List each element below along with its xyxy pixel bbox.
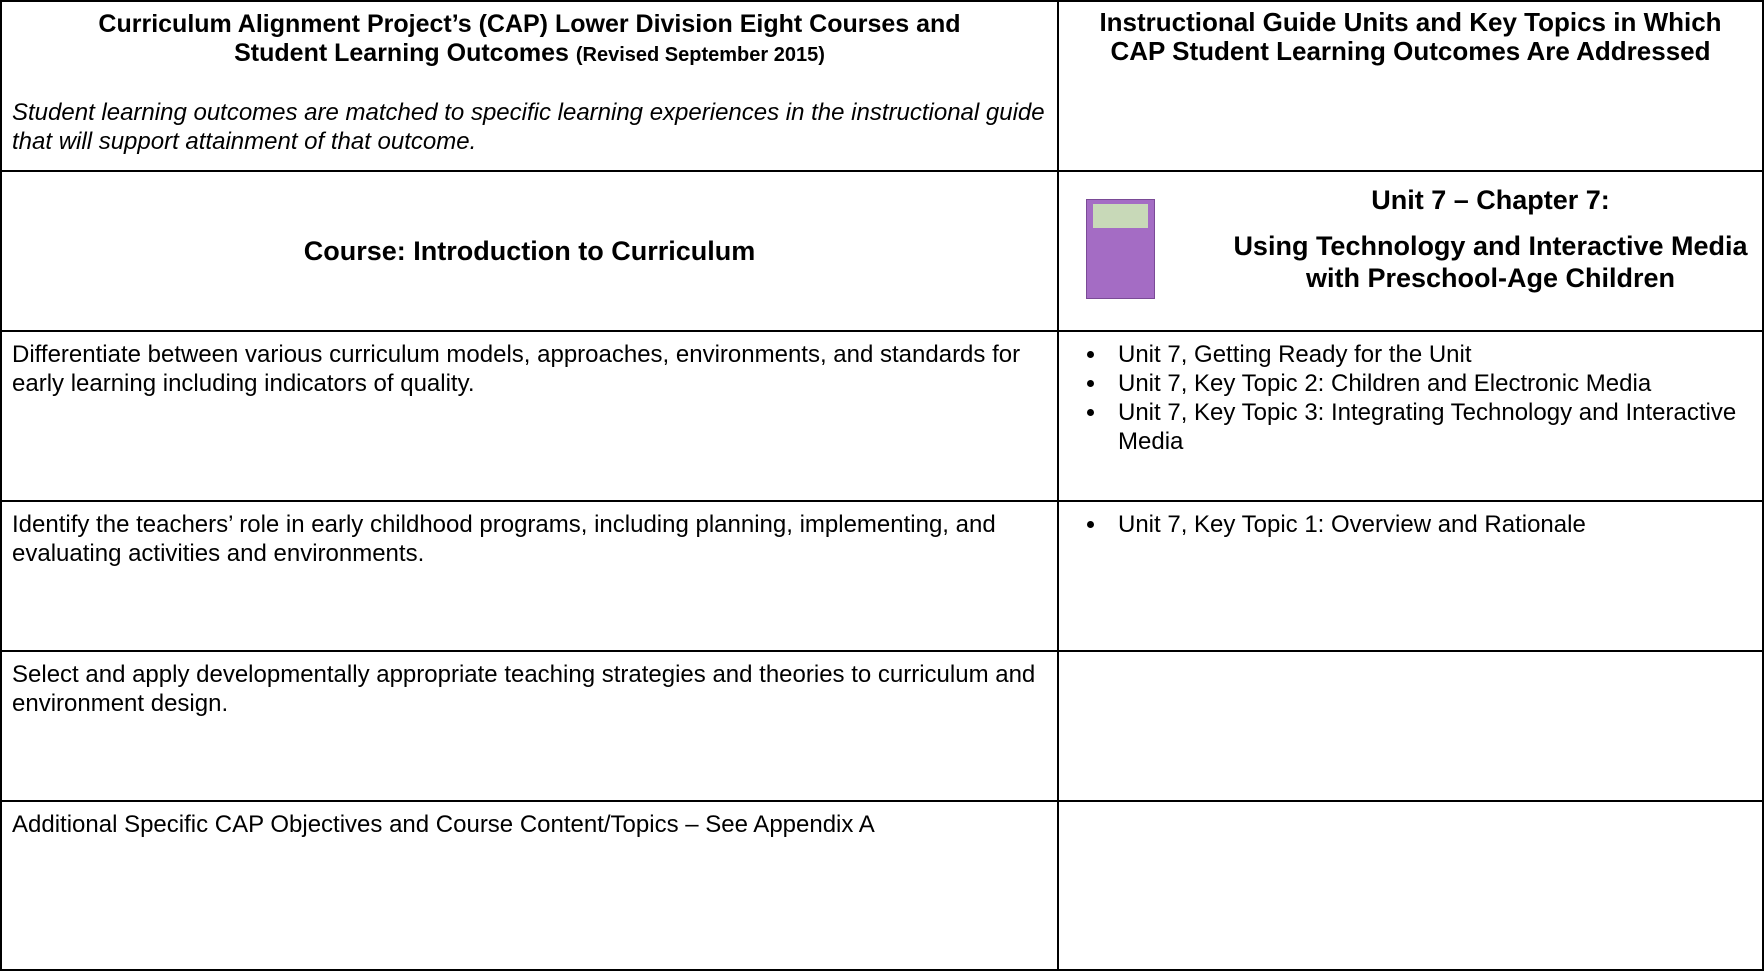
topic-list: Unit 7, Key Topic 1: Overview and Ration… <box>1073 510 1752 539</box>
cover-photo <box>1093 204 1148 228</box>
header-title: Curriculum Alignment Project’s (CAP) Low… <box>98 10 961 67</box>
outcome-row: Additional Specific CAP Objectives and C… <box>0 800 1764 971</box>
chapter-title: Using Technology and Interactive Media w… <box>1233 231 1748 293</box>
topics-cell: Unit 7, Key Topic 1: Overview and Ration… <box>1057 500 1764 652</box>
topic-list: Unit 7, Getting Ready for the UnitUnit 7… <box>1073 340 1752 456</box>
header-right: Instructional Guide Units and Key Topics… <box>1057 0 1764 172</box>
outcome-row: Differentiate between various curriculum… <box>0 330 1764 502</box>
topics-cell <box>1057 650 1764 802</box>
outcome: Differentiate between various curriculum… <box>0 330 1059 502</box>
unit-cell: Unit 7 – Chapter 7: Using Technology and… <box>1057 170 1764 332</box>
topics-cell <box>1057 800 1764 971</box>
course-label: Course: Introduction to Curriculum <box>0 170 1059 332</box>
topics-cell: Unit 7, Getting Ready for the UnitUnit 7… <box>1057 330 1764 502</box>
header-revised: (Revised September 2015) <box>575 44 825 66</box>
outcome-row: Identify the teachers’ role in early chi… <box>0 500 1764 652</box>
header-note: Student learning outcomes are matched to… <box>12 99 1045 155</box>
header-left: Curriculum Alignment Project’s (CAP) Low… <box>0 0 1059 172</box>
outcome: Select and apply developmentally appropr… <box>0 650 1059 802</box>
topic: Unit 7, Key Topic 3: Integrating Technol… <box>1108 398 1752 456</box>
topic: Unit 7, Getting Ready for the Unit <box>1108 340 1752 369</box>
topic: Unit 7, Key Topic 2: Children and Electr… <box>1108 369 1752 398</box>
unit-title: Unit 7 – Chapter 7: <box>1371 185 1610 215</box>
header-row: Curriculum Alignment Project’s (CAP) Low… <box>0 0 1764 172</box>
header-title-block: Curriculum Alignment Project’s (CAP) Low… <box>12 10 1047 70</box>
course-row: Course: Introduction to Curriculum Unit … <box>0 170 1764 332</box>
outcome: Identify the teachers’ role in early chi… <box>0 500 1059 652</box>
outcome: Additional Specific CAP Objectives and C… <box>0 800 1059 971</box>
book-cover <box>1086 199 1155 299</box>
outcome-row: Select and apply developmentally appropr… <box>0 650 1764 802</box>
topic: Unit 7, Key Topic 1: Overview and Ration… <box>1108 510 1752 539</box>
